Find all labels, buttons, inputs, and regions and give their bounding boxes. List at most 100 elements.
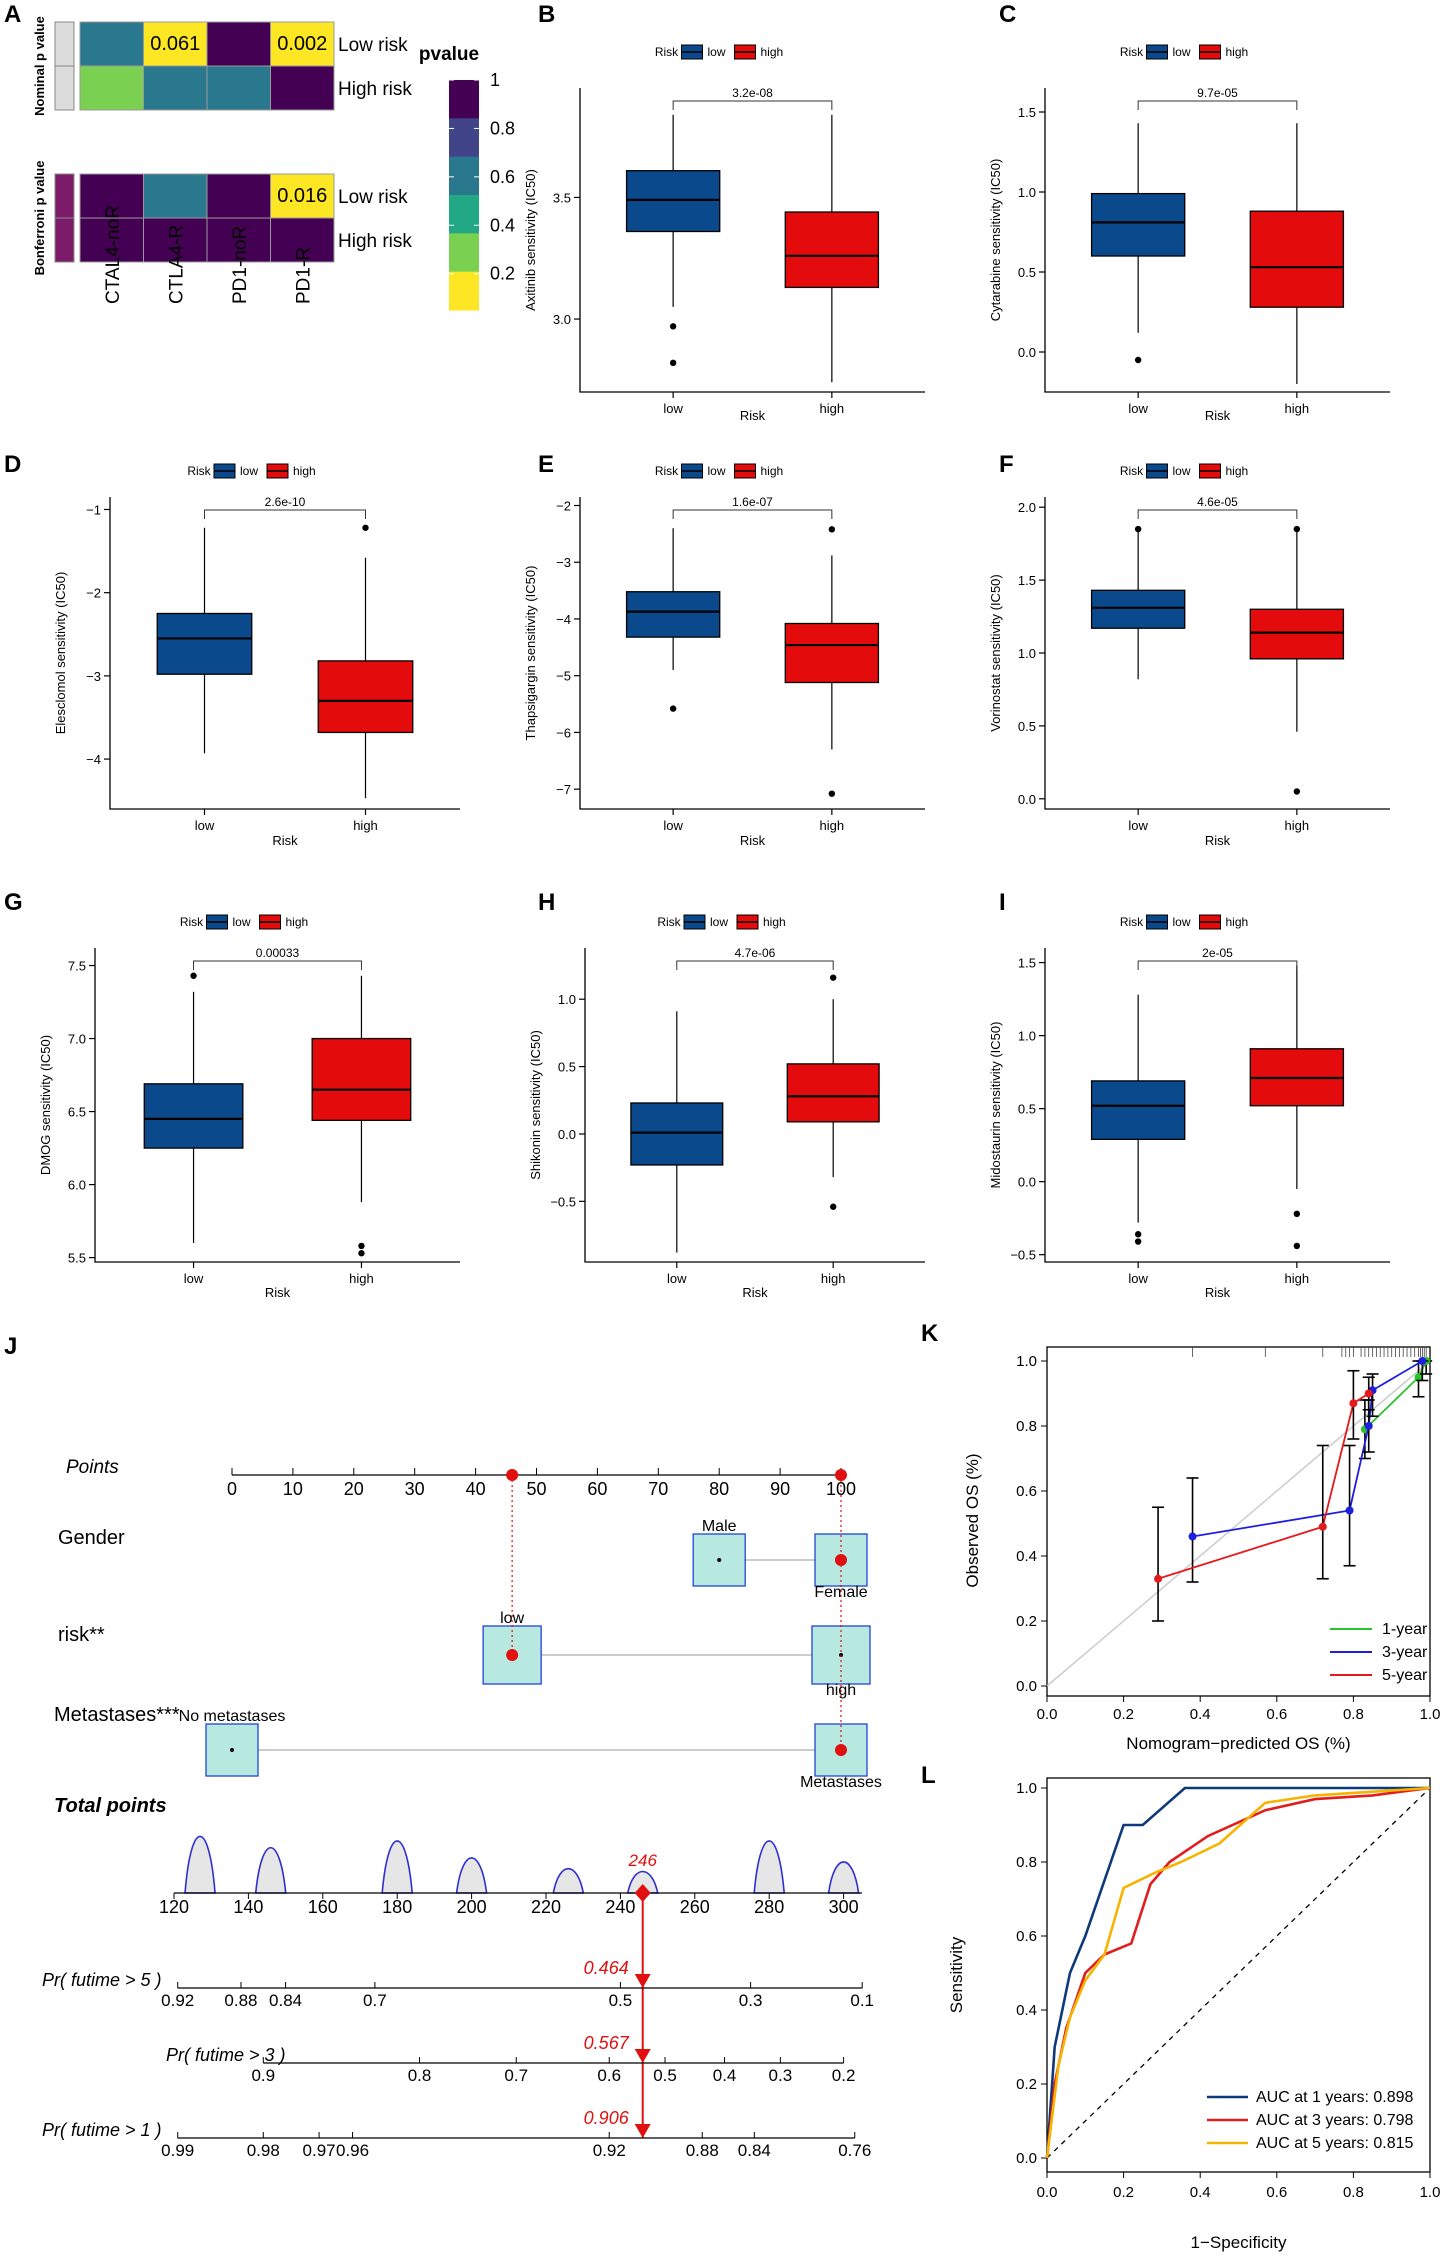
legend-label: low [710, 915, 728, 929]
nomogram-selected-dot [835, 1744, 847, 1756]
panel-letter-k: K [921, 1320, 939, 1347]
calibration-legend-label: 3-year [1382, 1644, 1428, 1661]
heatmap-column-label: PD1-noR [230, 226, 251, 304]
x-tick-label: high [820, 818, 845, 833]
heatmap-cell [270, 65, 335, 111]
significance-bracket [193, 960, 362, 970]
heatmap-cell [270, 173, 335, 219]
legend-title: Risk [1120, 464, 1144, 478]
heatmap-legend-label: 1 [490, 70, 500, 90]
legend-title: Risk [655, 464, 679, 478]
y-tick-label: 2.0 [1018, 500, 1036, 515]
y-tick-label: 6.5 [68, 1105, 86, 1120]
nomogram-level-box [692, 1533, 746, 1587]
significance-bracket [204, 509, 366, 519]
y-tick-label: −7 [556, 782, 571, 797]
heatmap-legend-swatch [449, 80, 479, 119]
legend-label: high [1226, 464, 1249, 478]
heatmap-legend-label: 0.6 [490, 167, 515, 187]
total-points-density [552, 1867, 585, 1894]
box-axis [94, 948, 460, 1263]
calibration-point [1349, 1399, 1358, 1408]
box-outlier [828, 526, 836, 533]
y-tick-label: −1 [86, 502, 101, 517]
roc-diagonal [1046, 1787, 1431, 2159]
y-tick-label: 3.0 [553, 312, 571, 327]
probability-tick-label: 0.3 [739, 1991, 763, 2010]
box-axis [1044, 88, 1390, 393]
probability-tick-label: 0.99 [161, 2141, 194, 2160]
box-body [1090, 1080, 1186, 1140]
x-tick-label: 0.6 [1266, 1706, 1287, 1723]
probability-row-label: Pr( futime > 3 ) [166, 2045, 286, 2065]
x-tick-label: high [821, 1271, 846, 1286]
box-outlier [669, 705, 677, 712]
y-tick-label: 7.5 [68, 959, 86, 974]
total-points-tick-label: 280 [754, 1897, 784, 1917]
y-tick-label: 3.5 [553, 190, 571, 205]
heatmap-column-label: CTAL4-noR [103, 205, 124, 304]
box-body [317, 660, 414, 734]
heatmap-cell-value: 0.061 [150, 33, 200, 55]
heatmap-cell-value: 0.016 [277, 185, 327, 207]
y-tick-label: 0.8 [1016, 1854, 1037, 1871]
total-points-density [753, 1840, 786, 1894]
x-tick-label: 0.0 [1037, 2184, 1058, 2201]
p-value-label: 2.6e-10 [265, 495, 306, 509]
y-tick-label: −5 [556, 669, 571, 684]
box-axis [109, 497, 460, 810]
box-outlier [830, 1203, 837, 1210]
p-value-label: 0.00033 [256, 946, 300, 960]
y-axis-label: Observed OS (%) [963, 1453, 982, 1587]
nomogram-level-label: No metastases [179, 1708, 286, 1725]
box-outlier [669, 323, 677, 330]
calibration-legend-label: 1-year [1382, 1621, 1428, 1638]
points-axis-tick-label: 100 [826, 1479, 856, 1499]
y-tick-label: 6.0 [68, 1178, 86, 1193]
nomogram-level-label: Metastases [800, 1774, 882, 1791]
probability-tick-label: 0.88 [224, 1991, 257, 2010]
nomogram-level-dot [230, 1748, 234, 1752]
y-tick-label: 1.0 [558, 992, 576, 1007]
probability-tick-label: 0.8 [408, 2066, 432, 2085]
calibration-frame [1046, 1346, 1431, 1697]
total-points-density [827, 1861, 860, 1894]
x-axis-label: 1−Specificity [1191, 2233, 1287, 2252]
heatmap-group-label: Bonferroni p value [32, 161, 47, 276]
box-body [625, 591, 721, 638]
nomogram-selected-dot [506, 1649, 519, 1661]
y-tick-label: 0.0 [1016, 1678, 1037, 1695]
box-axis [1044, 497, 1390, 810]
legend-title: Risk [655, 45, 679, 59]
x-tick-label: 1.0 [1420, 1706, 1441, 1723]
box-outlier [190, 972, 197, 979]
total-points-density [381, 1840, 414, 1894]
total-points-tick-label: 180 [382, 1897, 412, 1917]
y-tick-label: 0.0 [1016, 2150, 1037, 2167]
box-outlier [358, 1242, 365, 1250]
y-tick-label: 0.0 [1018, 345, 1036, 360]
panel-letter-e: E [538, 451, 554, 478]
probability-tick-label: 0.5 [653, 2066, 677, 2085]
y-axis-label: Sensitivity [947, 1936, 966, 2013]
y-tick-label: 0.6 [1016, 1483, 1037, 1500]
y-tick-label: 0.4 [1016, 2002, 1037, 2019]
probability-tick-label: 0.7 [363, 1991, 387, 2010]
heatmap-column-label: PD1-R [293, 247, 314, 304]
total-points-tick-label: 140 [233, 1897, 263, 1917]
legend-label: high [1226, 45, 1249, 59]
nomogram-variable-label: Metastases*** [54, 1704, 180, 1726]
box-outlier [1134, 525, 1142, 533]
panel-letter-f: F [999, 451, 1014, 478]
total-points-density [184, 1835, 216, 1894]
panel-letter-h: H [538, 889, 555, 916]
box-body [784, 622, 880, 684]
p-value-label: 4.6e-05 [1197, 495, 1238, 509]
probability-tick-label: 0.6 [597, 2066, 621, 2085]
calibration-legend-label: 5-year [1382, 1667, 1428, 1684]
legend-label: high [763, 915, 786, 929]
probability-tick-label: 0.1 [850, 1991, 874, 2010]
y-tick-label: 0.2 [1016, 2076, 1037, 2093]
significance-bracket [1137, 100, 1298, 110]
points-axis-tick-label: 0 [227, 1479, 237, 1499]
